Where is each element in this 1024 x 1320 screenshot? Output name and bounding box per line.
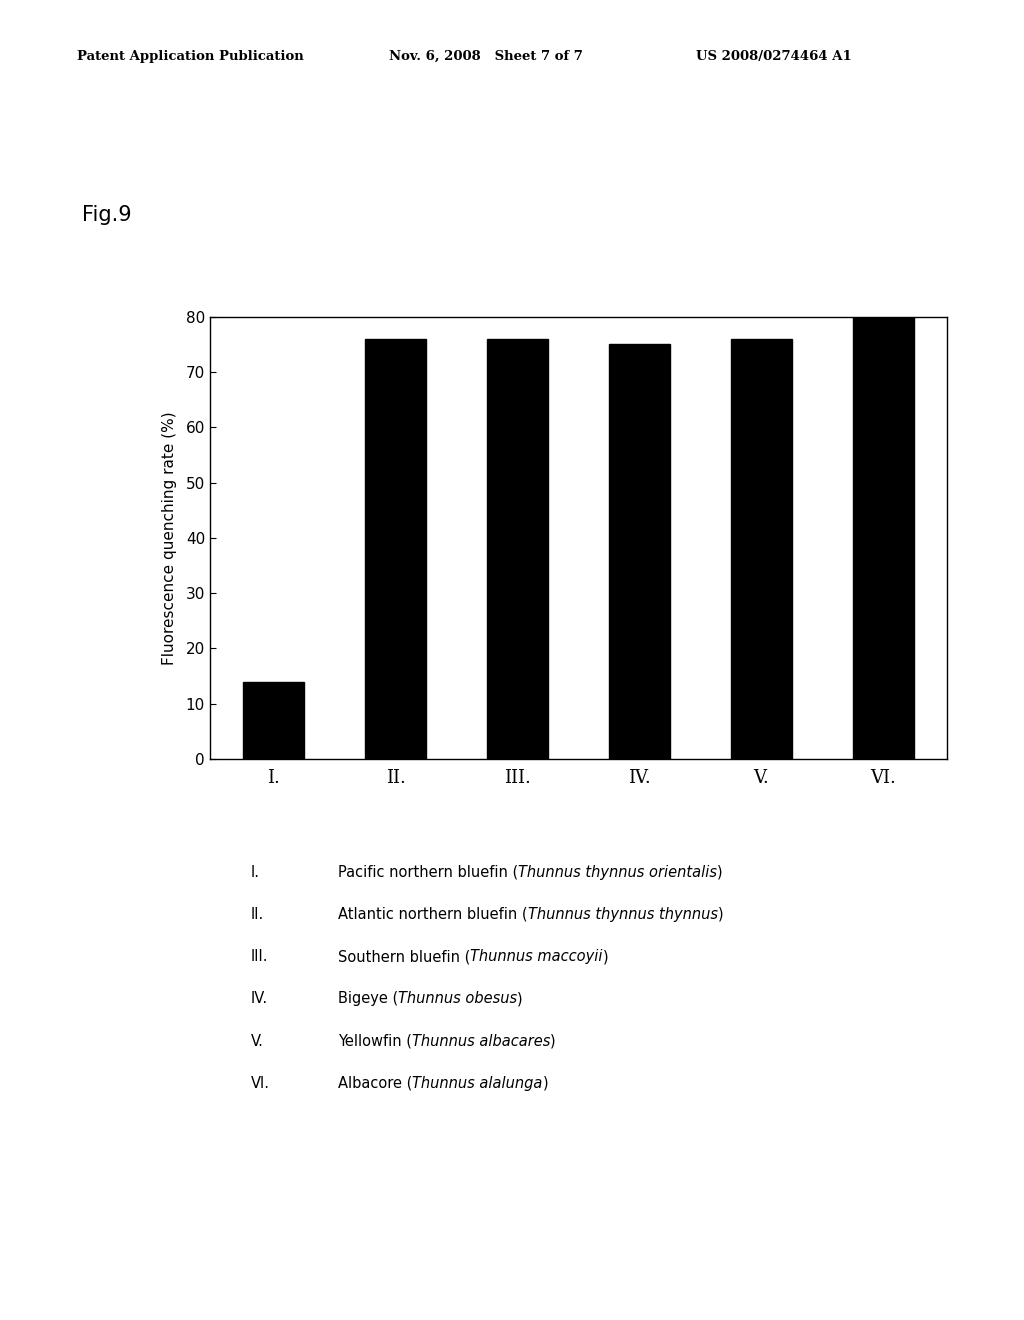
Text: Thunnus thynnus orientalis: Thunnus thynnus orientalis bbox=[518, 865, 717, 879]
Text: ): ) bbox=[603, 949, 608, 964]
Text: ): ) bbox=[517, 991, 523, 1006]
Text: Albacore (: Albacore ( bbox=[338, 1076, 413, 1090]
Text: Thunnus obesus: Thunnus obesus bbox=[398, 991, 517, 1006]
Text: Southern bluefin (: Southern bluefin ( bbox=[338, 949, 470, 964]
Text: Patent Application Publication: Patent Application Publication bbox=[77, 50, 303, 63]
Y-axis label: Fluorescence quenching rate (%): Fluorescence quenching rate (%) bbox=[163, 411, 177, 665]
Bar bbox=[244, 681, 304, 759]
Bar bbox=[487, 339, 548, 759]
Text: Thunnus albacares: Thunnus albacares bbox=[412, 1034, 550, 1048]
Text: ): ) bbox=[718, 907, 723, 921]
Text: Nov. 6, 2008   Sheet 7 of 7: Nov. 6, 2008 Sheet 7 of 7 bbox=[389, 50, 583, 63]
Bar bbox=[609, 345, 670, 759]
Text: ): ) bbox=[543, 1076, 548, 1090]
Text: III.: III. bbox=[251, 949, 268, 964]
Text: ): ) bbox=[550, 1034, 556, 1048]
Text: Atlantic northern bluefin (: Atlantic northern bluefin ( bbox=[338, 907, 527, 921]
Text: US 2008/0274464 A1: US 2008/0274464 A1 bbox=[696, 50, 852, 63]
Text: Pacific northern bluefin (: Pacific northern bluefin ( bbox=[338, 865, 518, 879]
Text: ): ) bbox=[717, 865, 723, 879]
Text: V.: V. bbox=[251, 1034, 264, 1048]
Text: II.: II. bbox=[251, 907, 264, 921]
Bar bbox=[853, 312, 913, 759]
Text: Thunnus thynnus thynnus: Thunnus thynnus thynnus bbox=[527, 907, 718, 921]
Bar bbox=[731, 339, 792, 759]
Text: Bigeye (: Bigeye ( bbox=[338, 991, 398, 1006]
Bar bbox=[366, 339, 426, 759]
Text: VI.: VI. bbox=[251, 1076, 270, 1090]
Text: Fig.9: Fig.9 bbox=[82, 205, 131, 224]
Text: Thunnus alalunga: Thunnus alalunga bbox=[413, 1076, 543, 1090]
Text: Thunnus maccoyii: Thunnus maccoyii bbox=[470, 949, 603, 964]
Text: IV.: IV. bbox=[251, 991, 268, 1006]
Text: I.: I. bbox=[251, 865, 260, 879]
Text: Yellowfin (: Yellowfin ( bbox=[338, 1034, 412, 1048]
